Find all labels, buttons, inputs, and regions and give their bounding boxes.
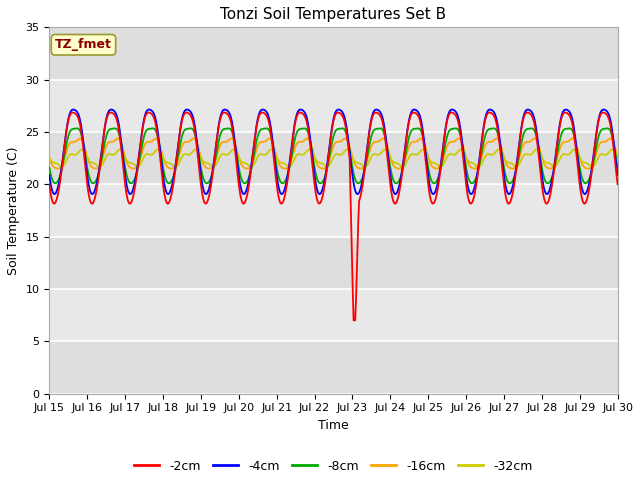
Text: TZ_fmet: TZ_fmet	[55, 38, 112, 51]
Bar	[49, 289, 618, 341]
Bar	[49, 237, 618, 289]
Bar	[49, 184, 618, 237]
Y-axis label: Soil Temperature (C): Soil Temperature (C)	[7, 146, 20, 275]
Bar	[49, 80, 618, 132]
Legend: -2cm, -4cm, -8cm, -16cm, -32cm: -2cm, -4cm, -8cm, -16cm, -32cm	[129, 455, 538, 478]
Bar	[49, 27, 618, 80]
Bar	[49, 341, 618, 394]
Title: Tonzi Soil Temperatures Set B: Tonzi Soil Temperatures Set B	[220, 7, 447, 22]
Bar	[49, 132, 618, 184]
X-axis label: Time: Time	[318, 419, 349, 432]
